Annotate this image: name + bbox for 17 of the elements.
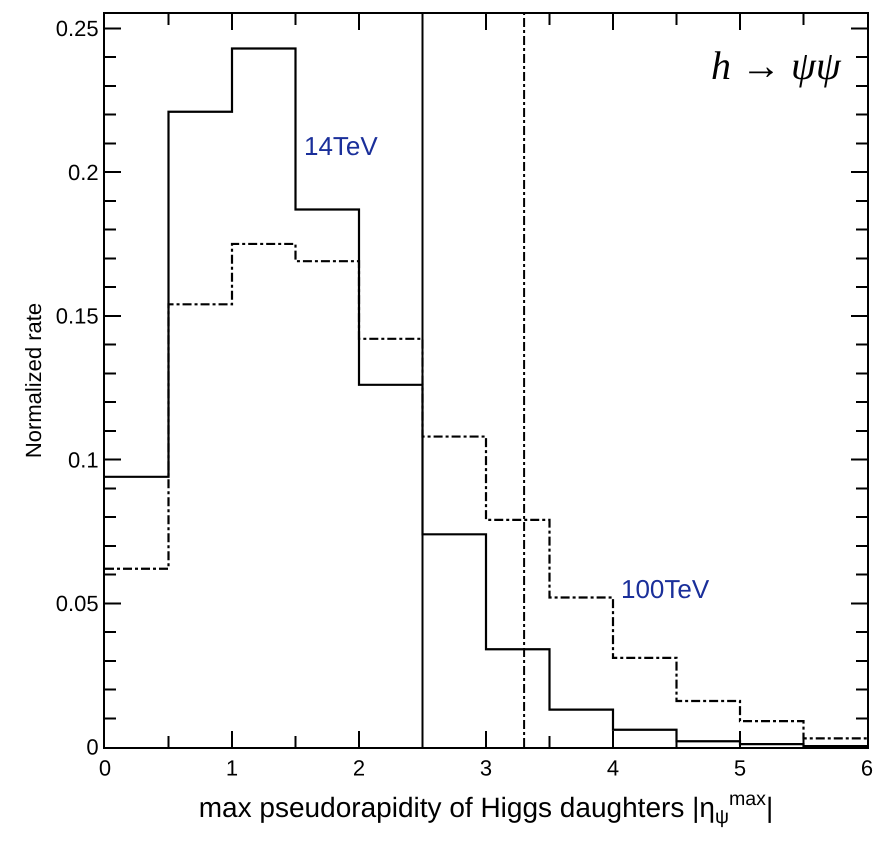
- y-tick-label: 0.1: [68, 447, 99, 472]
- y-tick-label: 0.05: [56, 590, 99, 616]
- y-axis-title: Normalized rate: [21, 302, 46, 458]
- y-tick-label: 0.2: [68, 160, 99, 185]
- series-label: 14TeV: [304, 131, 378, 161]
- x-tick-label: 6: [860, 755, 874, 780]
- x-tick-label: 4: [606, 755, 620, 780]
- x-tick-label: 3: [480, 755, 492, 780]
- x-axis-title: max pseudorapidity of Higgs daughters |η$_{ψ}$$^{max}$|: [198, 788, 774, 828]
- x-tick-label: 5: [734, 755, 746, 780]
- annotation: h → ψψ: [711, 43, 842, 88]
- series-label: 100TeV: [621, 574, 710, 604]
- y-tick-label: 0: [86, 734, 99, 760]
- x-tick-label: 2: [352, 755, 366, 780]
- x-tick-label: 1: [226, 755, 238, 780]
- y-tick-label: 0.15: [56, 304, 99, 329]
- y-tick-label: 0.25: [56, 16, 99, 42]
